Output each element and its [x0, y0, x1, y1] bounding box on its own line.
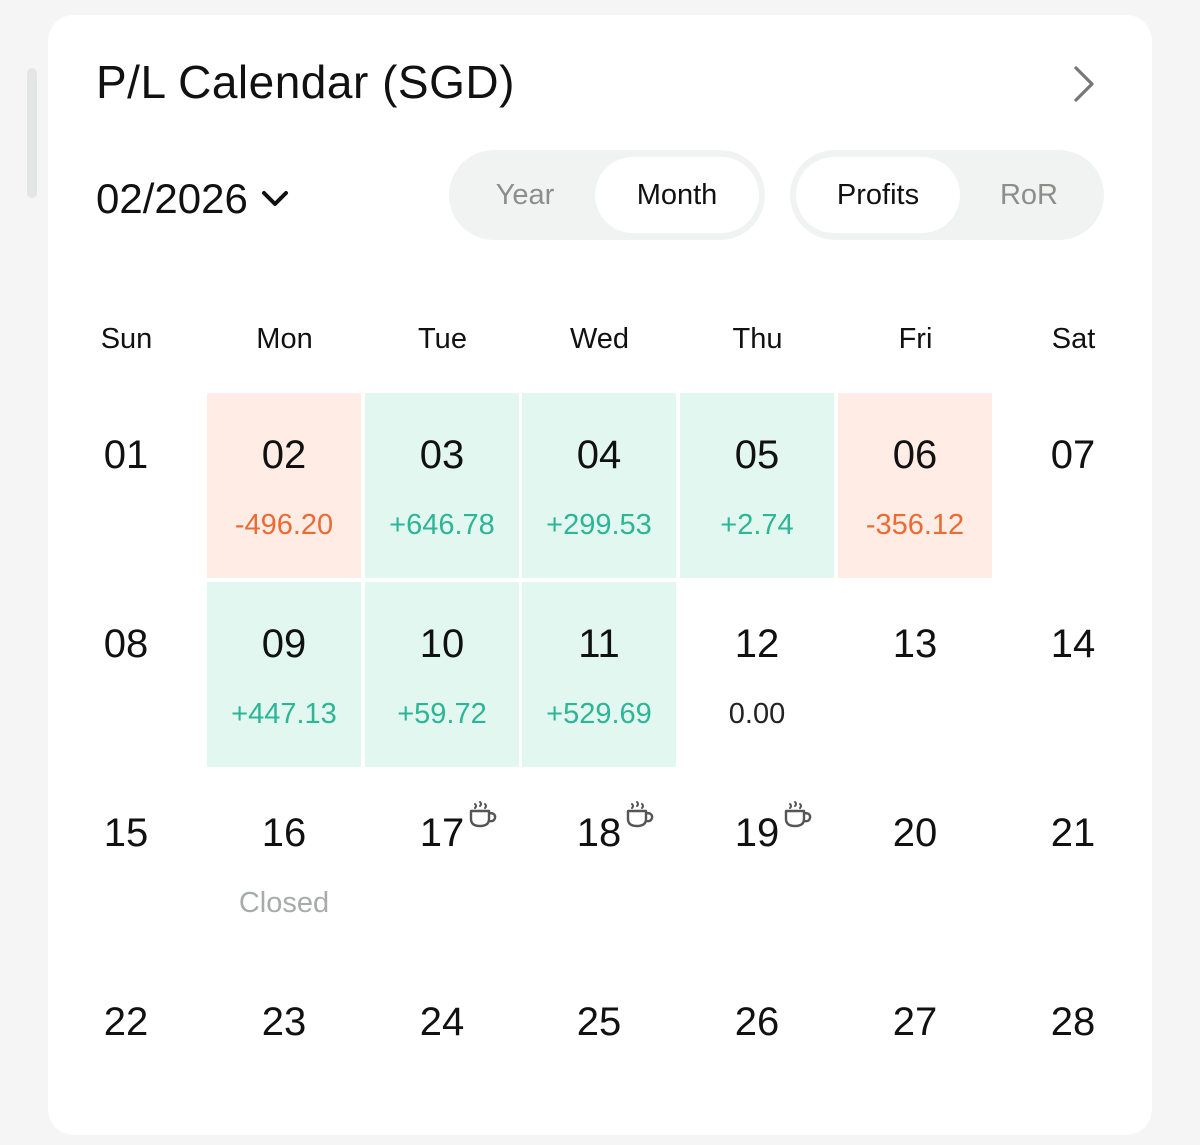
calendar-day-20[interactable]: 20 — [838, 771, 992, 956]
day-number: 06 — [892, 433, 938, 477]
day-pl-value: -496.20 — [234, 509, 334, 541]
day-number: 27 — [892, 1000, 938, 1044]
day-number: 04 — [576, 433, 622, 477]
day-number: 16 — [261, 811, 307, 855]
day-pl-value: +59.72 — [397, 698, 487, 730]
calendar-day-14[interactable]: 14 — [996, 582, 1150, 767]
calendar-day-12[interactable]: 12 0.00 — [680, 582, 834, 767]
calendar-day-23[interactable]: 23 — [207, 960, 361, 1145]
calendar-day-15[interactable]: 15 — [49, 771, 203, 956]
day-number: 01 — [103, 433, 149, 477]
weekday-sun: Sun — [100, 323, 153, 355]
month-selector-label: 02/2026 — [96, 175, 248, 222]
day-number: 03 — [419, 433, 465, 477]
day-number: 26 — [734, 1000, 780, 1044]
day-number: 20 — [892, 811, 938, 855]
range-toggle: Year Month — [449, 150, 765, 240]
calendar-day-10[interactable]: 10 +59.72 — [365, 582, 519, 767]
day-number: 15 — [103, 811, 149, 855]
day-number: 25 — [576, 1000, 622, 1044]
day-number: 09 — [261, 622, 307, 666]
weekday-sat: Sat — [1051, 323, 1096, 355]
day-number: 19 — [734, 811, 780, 855]
calendar-day-21[interactable]: 21 — [996, 771, 1150, 956]
calendar-day-22[interactable]: 22 — [49, 960, 203, 1145]
market-closed-label: Closed — [238, 887, 330, 919]
calendar-day-28[interactable]: 28 — [996, 960, 1150, 1145]
weekday-thu: Thu — [732, 323, 783, 355]
day-number: 13 — [892, 622, 938, 666]
day-number: 10 — [419, 622, 465, 666]
day-number: 22 — [103, 1000, 149, 1044]
coffee-cup-icon — [626, 801, 654, 828]
day-pl-value: +447.13 — [231, 698, 337, 730]
calendar-day-07[interactable]: 07 — [996, 393, 1150, 578]
calendar-day-11[interactable]: 11 +529.69 — [522, 582, 676, 767]
day-number: 24 — [419, 1000, 465, 1044]
day-number: 14 — [1050, 622, 1096, 666]
day-pl-value: 0.00 — [728, 698, 786, 730]
chevron-down-icon — [261, 191, 288, 206]
weekday-mon: Mon — [256, 323, 313, 355]
day-pl-value: +299.53 — [546, 509, 652, 541]
calendar-day-06[interactable]: 06 -356.12 — [838, 393, 992, 578]
calendar-day-05[interactable]: 05 +2.74 — [680, 393, 834, 578]
metric-toggle: Profits RoR — [790, 150, 1104, 240]
day-number: 12 — [734, 622, 780, 666]
weekday-wed: Wed — [569, 323, 630, 355]
calendar-day-25[interactable]: 25 — [522, 960, 676, 1145]
calendar-day-01[interactable]: 01 — [49, 393, 203, 578]
calendar-day-24[interactable]: 24 — [365, 960, 519, 1145]
chevron-right-icon[interactable] — [1066, 61, 1102, 107]
calendar-day-04[interactable]: 04 +299.53 — [522, 393, 676, 578]
calendar-day-03[interactable]: 03 +646.78 — [365, 393, 519, 578]
coffee-cup-icon — [469, 801, 497, 828]
day-number: 07 — [1050, 433, 1096, 477]
day-number: 05 — [734, 433, 780, 477]
day-number: 08 — [103, 622, 149, 666]
day-pl-value: +2.74 — [720, 509, 794, 541]
calendar-day-02[interactable]: 02 -496.20 — [207, 393, 361, 578]
weekday-fri: Fri — [898, 323, 933, 355]
calendar-day-19[interactable]: 19 — [680, 771, 834, 956]
calendar-day-08[interactable]: 08 — [49, 582, 203, 767]
calendar-day-27[interactable]: 27 — [838, 960, 992, 1145]
day-number: 23 — [261, 1000, 307, 1044]
metric-option-ror[interactable]: RoR — [999, 178, 1058, 211]
day-number: 11 — [578, 622, 620, 666]
coffee-cup-icon — [784, 801, 812, 828]
calendar-day-13[interactable]: 13 — [838, 582, 992, 767]
day-number: 17 — [419, 811, 465, 855]
page-scrollbar[interactable] — [27, 68, 37, 198]
weekday-tue: Tue — [418, 323, 467, 355]
day-number: 21 — [1050, 811, 1096, 855]
range-option-month[interactable]: Month — [595, 157, 759, 233]
day-pl-value: -356.12 — [865, 509, 965, 541]
day-number: 18 — [576, 811, 622, 855]
pl-calendar-card: P/L Calendar (SGD) 02/2026 Year Month Pr… — [48, 15, 1152, 1135]
day-pl-value: +646.78 — [389, 509, 495, 541]
page-title: P/L Calendar (SGD) — [96, 56, 515, 108]
calendar-day-26[interactable]: 26 — [680, 960, 834, 1145]
day-number: 28 — [1050, 1000, 1096, 1044]
month-selector[interactable]: 02/2026 — [96, 167, 290, 231]
day-pl-value: +529.69 — [546, 698, 652, 730]
metric-option-profits[interactable]: Profits — [796, 157, 960, 233]
calendar-day-18[interactable]: 18 — [522, 771, 676, 956]
calendar-day-09[interactable]: 09 +447.13 — [207, 582, 361, 767]
calendar-day-17[interactable]: 17 — [365, 771, 519, 956]
day-number: 02 — [261, 433, 307, 477]
calendar-day-16[interactable]: 16 Closed — [207, 771, 361, 956]
range-option-year[interactable]: Year — [495, 178, 555, 211]
